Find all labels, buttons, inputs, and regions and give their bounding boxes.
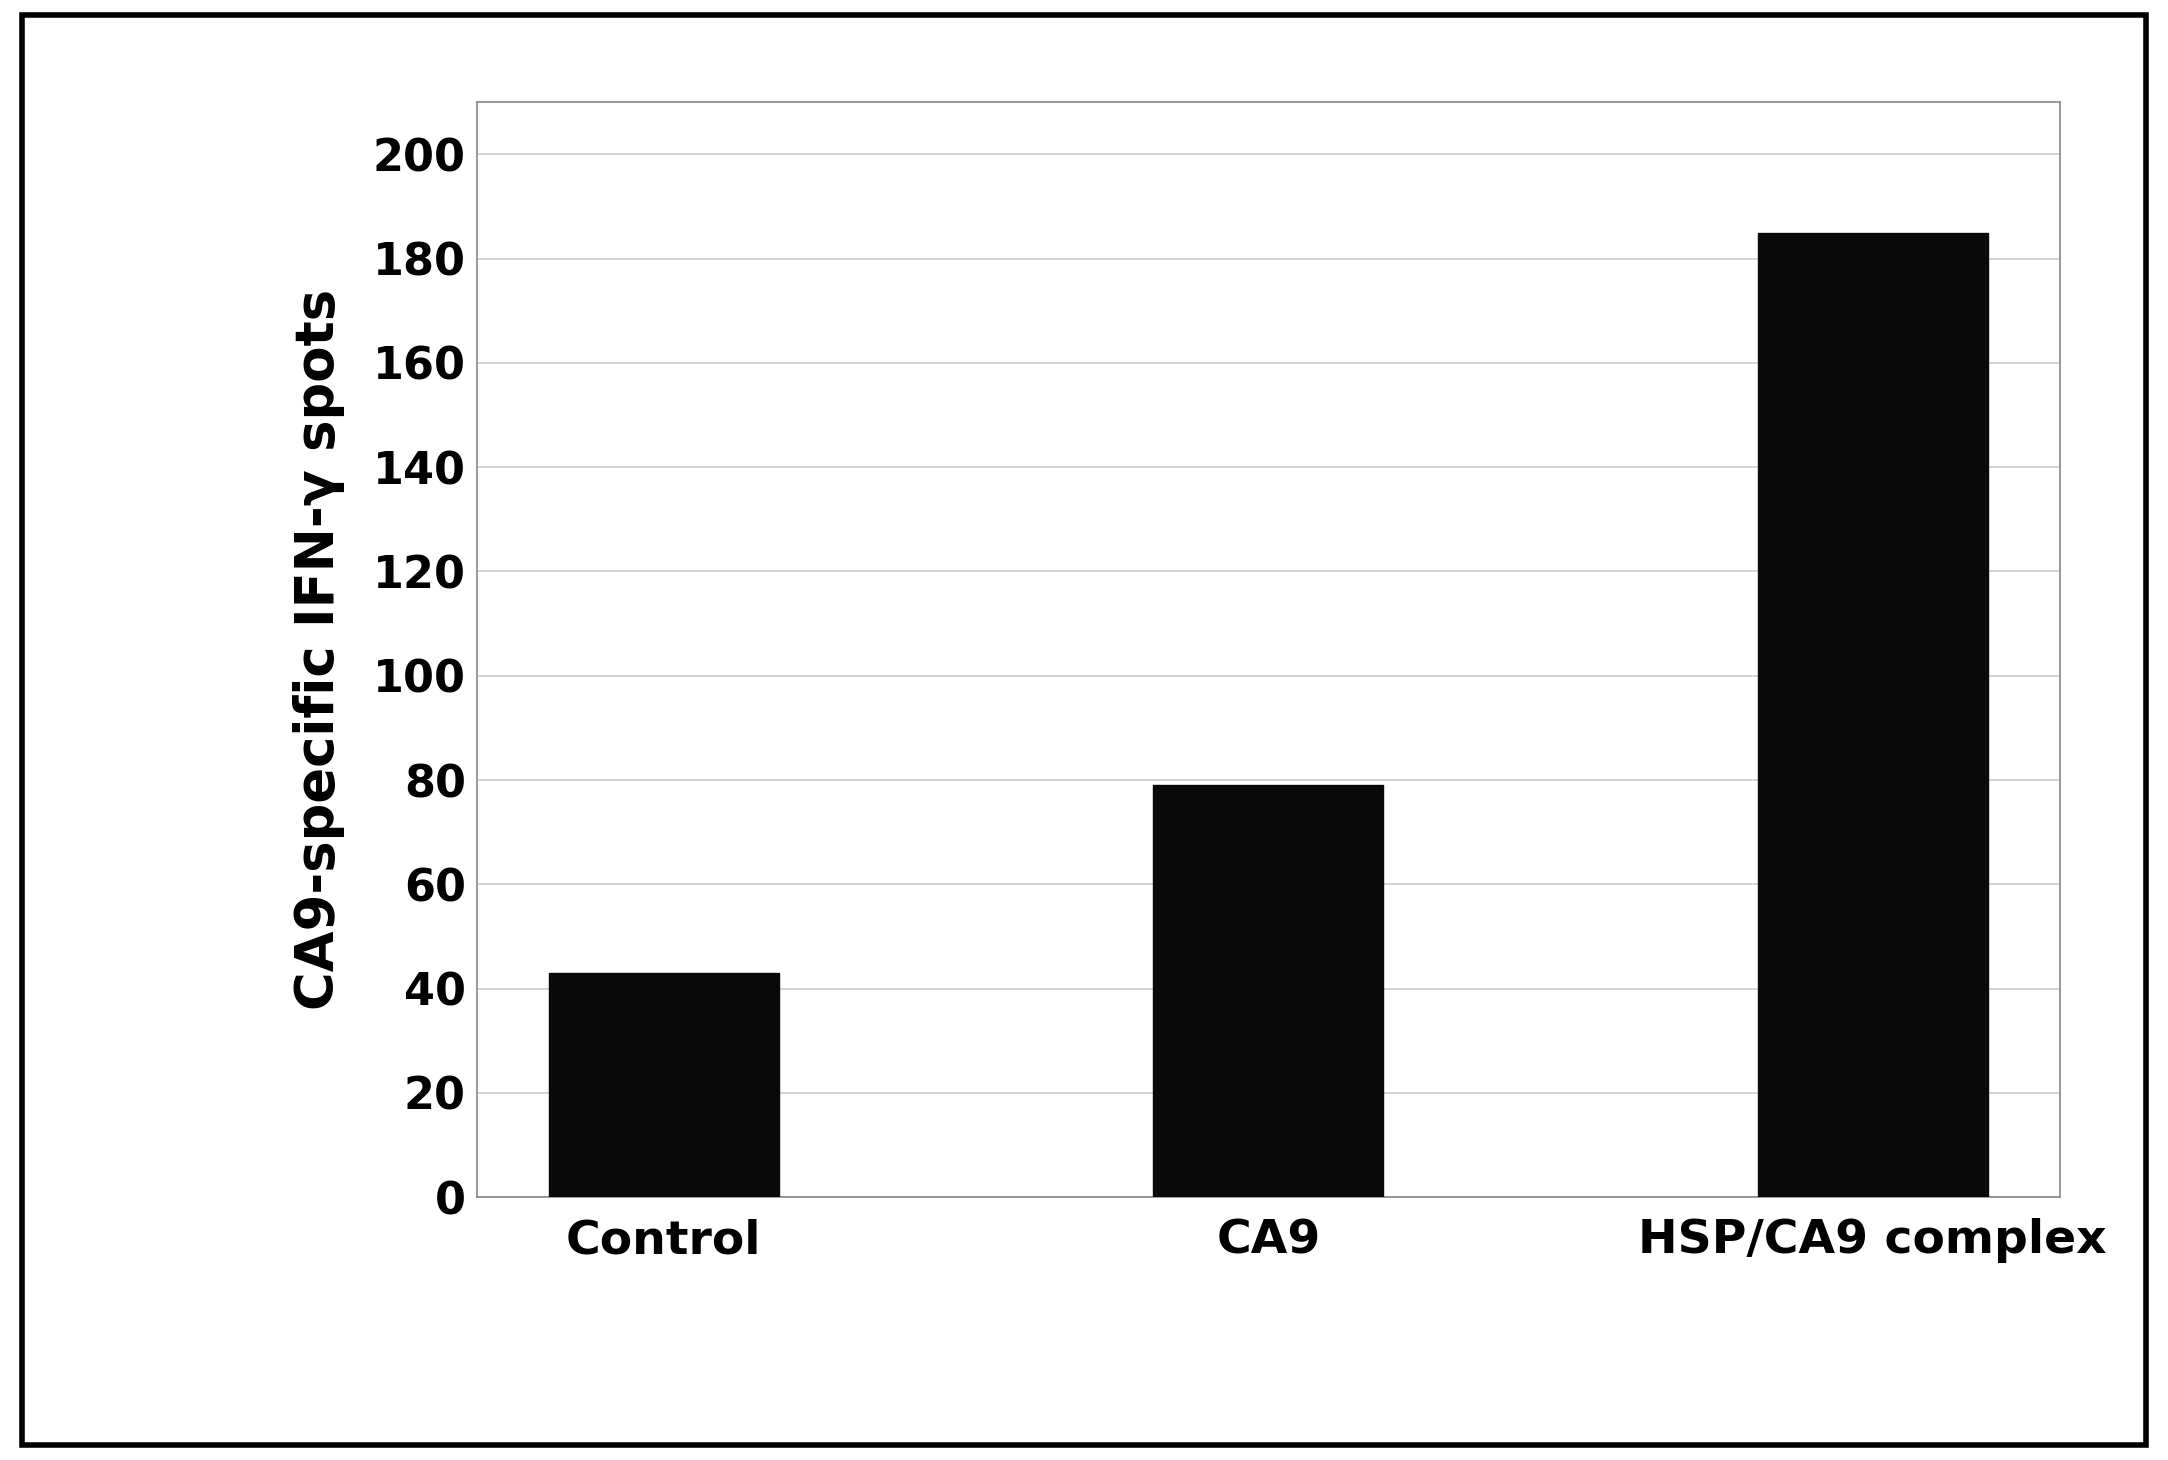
Bar	[549, 972, 778, 1197]
Y-axis label: CA9-specific IFN-γ spots: CA9-specific IFN-γ spots	[293, 289, 345, 1010]
Bar	[1758, 232, 1988, 1197]
Bar	[1153, 785, 1383, 1197]
